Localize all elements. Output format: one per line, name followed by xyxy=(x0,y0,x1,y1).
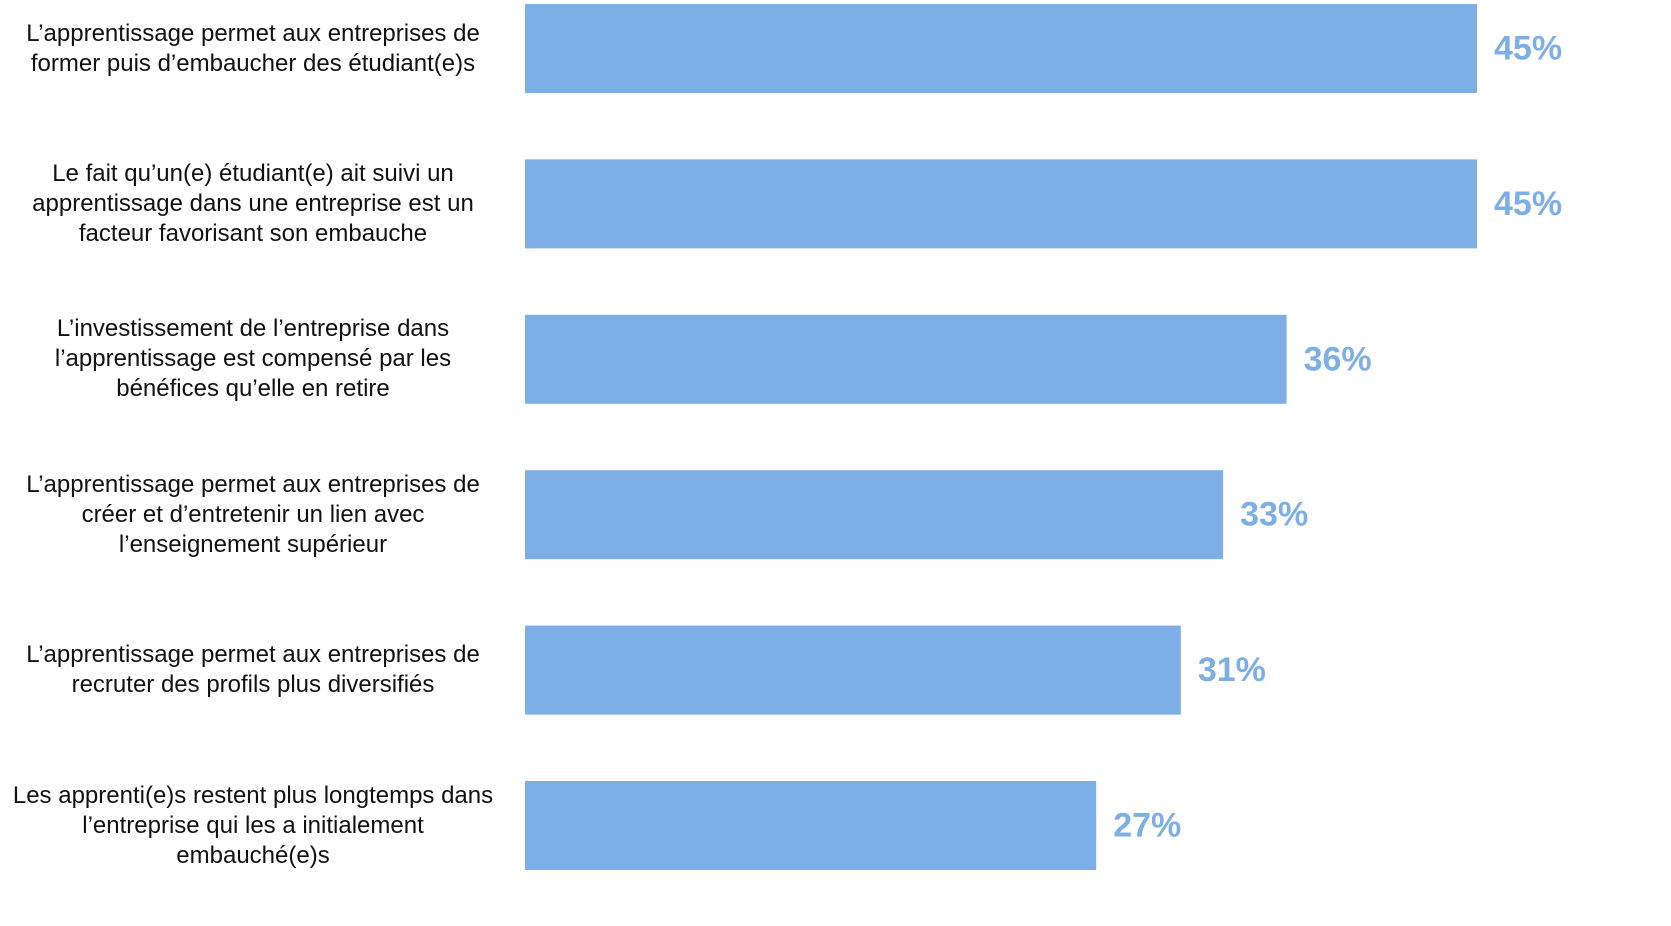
value-label: 45% xyxy=(1494,185,1562,223)
value-label: 27% xyxy=(1113,806,1181,844)
value-label: 31% xyxy=(1198,651,1266,689)
category-label: L’apprentissage permet aux entreprises d… xyxy=(26,19,480,77)
value-label: 36% xyxy=(1304,340,1372,378)
bar xyxy=(525,470,1224,560)
bar xyxy=(525,314,1287,404)
value-label: 45% xyxy=(1494,29,1562,67)
category-label: L’investissement de l’entreprise dans l’… xyxy=(54,315,452,403)
bar xyxy=(525,781,1097,870)
bar xyxy=(525,4,1477,93)
category-label: L’apprentissage permet aux entreprises d… xyxy=(26,470,480,558)
value-label: 33% xyxy=(1240,496,1308,534)
bar xyxy=(525,625,1181,715)
category-label: L’apprentissage permet aux entreprises d… xyxy=(26,641,480,699)
category-label: Les apprenti(e)s restent plus longtemps … xyxy=(12,781,494,869)
bar xyxy=(525,159,1477,249)
category-label: Le fait qu’un(e) étudiant(e) ait suivi u… xyxy=(32,159,474,247)
